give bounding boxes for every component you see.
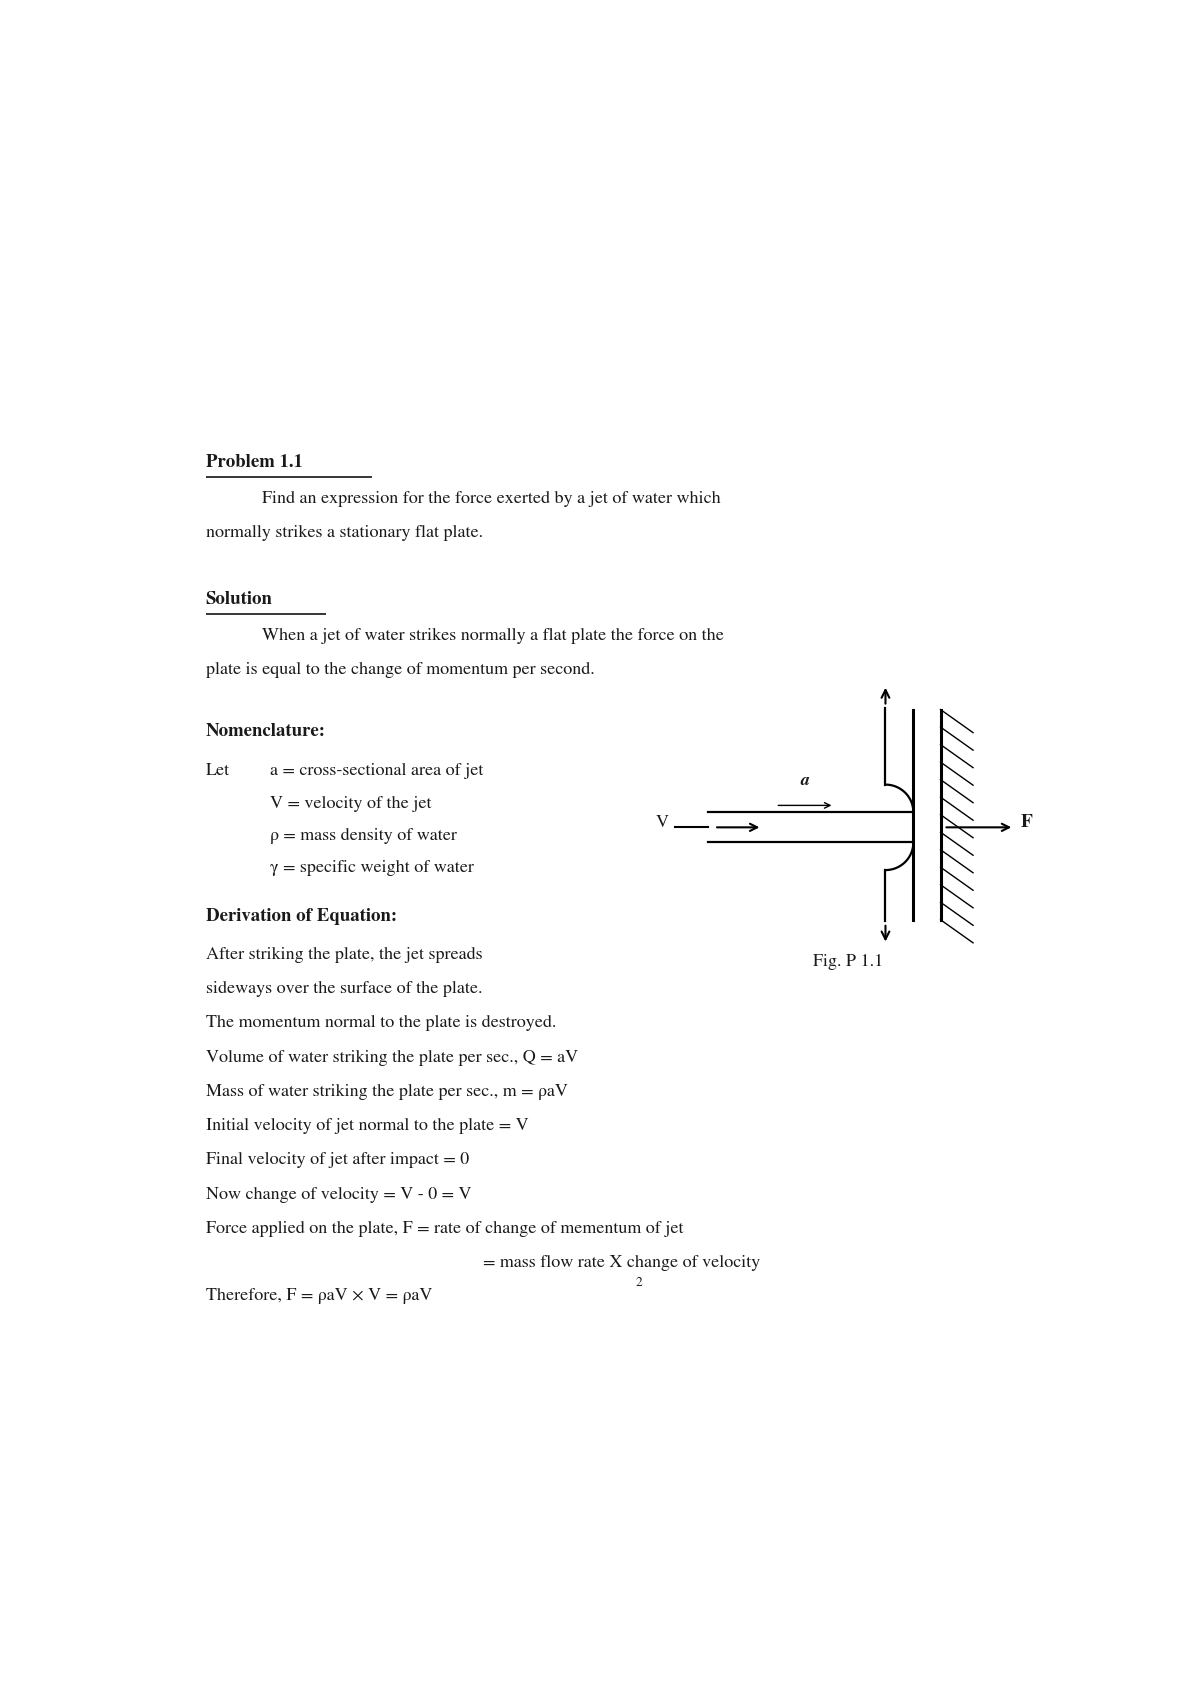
Text: sideways over the surface of the plate.: sideways over the surface of the plate. [206, 981, 482, 996]
Text: Let: Let [206, 764, 230, 779]
Text: Mass of water striking the plate per sec., m = ρaV: Mass of water striking the plate per sec… [206, 1084, 568, 1100]
Text: Fig. P 1.1: Fig. P 1.1 [812, 954, 883, 971]
Text: Volume of water striking the plate per sec., Q = aV: Volume of water striking the plate per s… [206, 1049, 578, 1066]
Text: Derivation of Equation:: Derivation of Equation: [206, 908, 397, 925]
Text: V: V [655, 815, 668, 832]
Text: 2: 2 [636, 1278, 643, 1288]
Text: After striking the plate, the jet spreads: After striking the plate, the jet spread… [206, 947, 482, 962]
Text: When a jet of water strikes normally a flat plate the force on the: When a jet of water strikes normally a f… [263, 628, 725, 643]
Text: Problem 1.1: Problem 1.1 [206, 453, 302, 470]
Text: a: a [800, 772, 809, 789]
Text: The momentum normal to the plate is destroyed.: The momentum normal to the plate is dest… [206, 1015, 556, 1032]
Text: Final velocity of jet after impact = 0: Final velocity of jet after impact = 0 [206, 1152, 469, 1168]
Text: Initial velocity of jet normal to the plate = V: Initial velocity of jet normal to the pl… [206, 1118, 528, 1134]
Text: V = velocity of the jet: V = velocity of the jet [270, 796, 432, 811]
Text: plate is equal to the change of momentum per second.: plate is equal to the change of momentum… [206, 662, 594, 677]
Text: Therefore, F = ρaV × V = ρaV: Therefore, F = ρaV × V = ρaV [206, 1288, 432, 1303]
Text: Now change of velocity = V - 0 = V: Now change of velocity = V - 0 = V [206, 1186, 472, 1203]
Text: Nomenclature:: Nomenclature: [206, 723, 325, 740]
Text: = mass flow rate X change of velocity: = mass flow rate X change of velocity [484, 1256, 761, 1271]
Text: Solution: Solution [206, 591, 272, 608]
Text: Force applied on the plate, F = rate of change of mementum of jet: Force applied on the plate, F = rate of … [206, 1220, 683, 1237]
Text: ρ = mass density of water: ρ = mass density of water [270, 828, 457, 843]
Text: γ = specific weight of water: γ = specific weight of water [270, 860, 474, 876]
Text: a = cross-sectional area of jet: a = cross-sectional area of jet [270, 764, 484, 779]
Text: Find an expression for the force exerted by a jet of water which: Find an expression for the force exerted… [263, 490, 721, 507]
Text: normally strikes a stationary flat plate.: normally strikes a stationary flat plate… [206, 524, 482, 541]
Text: F: F [1020, 815, 1032, 832]
